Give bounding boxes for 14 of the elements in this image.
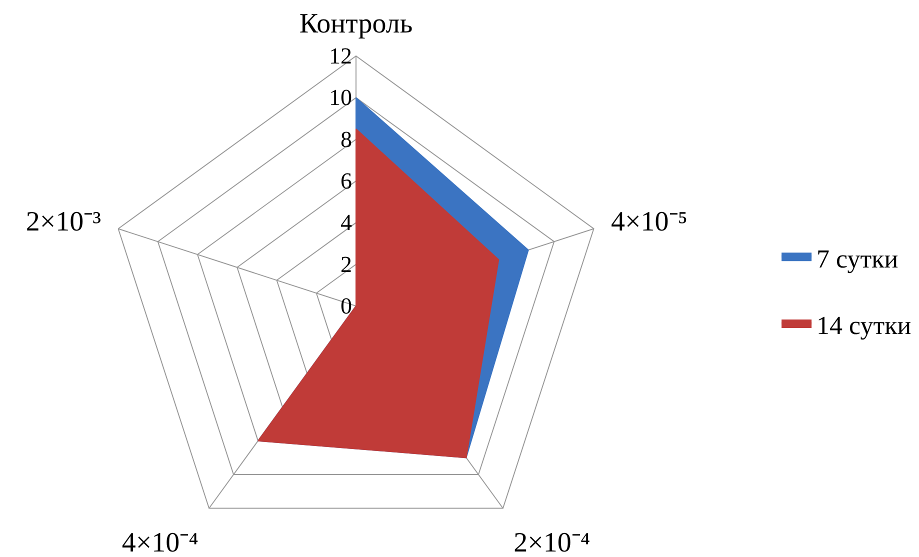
y-tick-label: 0 <box>340 293 352 318</box>
y-tick-label: 8 <box>340 126 352 152</box>
y-tick-label: 12 <box>329 43 352 68</box>
y-tick-label: 4 <box>340 210 353 236</box>
y-tick-label: 6 <box>340 168 352 194</box>
spoke-label: 2×10⁻⁴ <box>514 527 590 557</box>
spoke-label: Контроль <box>299 8 413 40</box>
spoke-label: 4×10⁻⁴ <box>122 527 198 557</box>
legend-label: 7 сутки <box>816 244 898 274</box>
spoke-label: 4×10⁻⁵ <box>610 206 688 238</box>
legend-label: 14 сутки <box>816 311 912 340</box>
y-tick-label: 10 <box>329 85 352 110</box>
spoke-label: 2×10⁻³ <box>26 206 102 238</box>
y-tick-label: 2 <box>340 252 352 277</box>
